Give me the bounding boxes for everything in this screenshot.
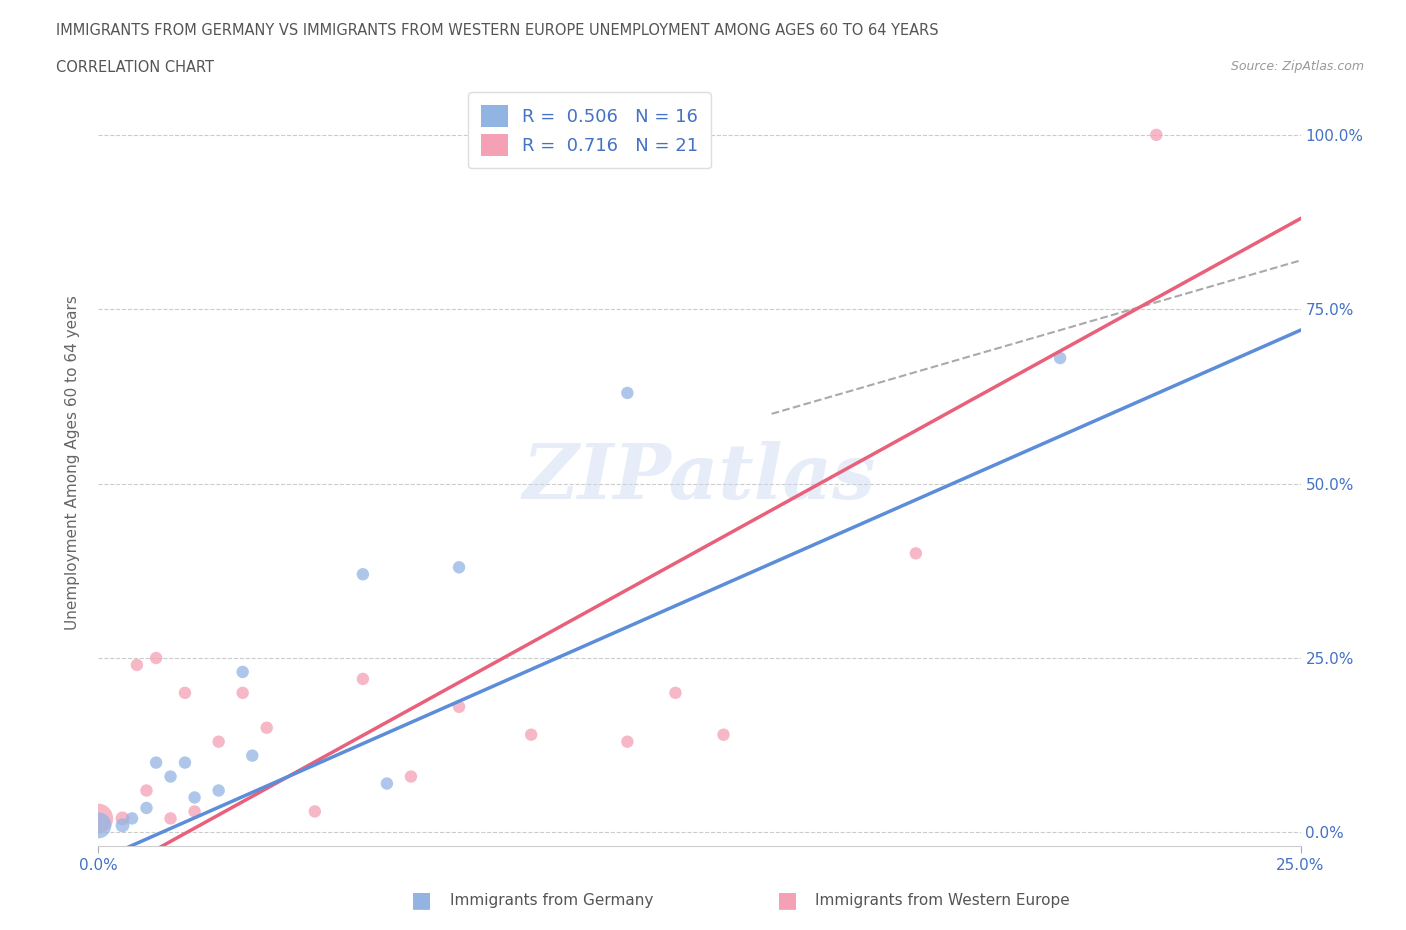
Point bbox=[208, 735, 231, 750]
Point bbox=[616, 735, 638, 750]
Point bbox=[111, 818, 134, 833]
Point bbox=[125, 658, 148, 672]
Text: ■: ■ bbox=[778, 890, 797, 910]
Point bbox=[616, 386, 638, 401]
Point bbox=[256, 721, 278, 736]
Text: Source: ZipAtlas.com: Source: ZipAtlas.com bbox=[1230, 60, 1364, 73]
Point bbox=[145, 755, 167, 770]
Point bbox=[208, 783, 231, 798]
Point bbox=[399, 769, 422, 784]
Point bbox=[1049, 351, 1071, 365]
Point bbox=[87, 818, 110, 833]
Legend: R =  0.506   N = 16, R =  0.716   N = 21: R = 0.506 N = 16, R = 0.716 N = 21 bbox=[468, 92, 711, 168]
Point bbox=[135, 783, 157, 798]
Point bbox=[183, 790, 205, 805]
Text: ■: ■ bbox=[412, 890, 432, 910]
Point bbox=[145, 651, 167, 666]
Point bbox=[174, 755, 197, 770]
Point bbox=[111, 811, 134, 826]
Point bbox=[664, 685, 686, 700]
Point bbox=[520, 727, 543, 742]
Point bbox=[447, 560, 470, 575]
Point bbox=[713, 727, 735, 742]
Point bbox=[240, 748, 263, 763]
Point bbox=[135, 801, 157, 816]
Point bbox=[174, 685, 197, 700]
Point bbox=[183, 804, 205, 819]
Text: ZIPatlas: ZIPatlas bbox=[523, 441, 876, 515]
Text: IMMIGRANTS FROM GERMANY VS IMMIGRANTS FROM WESTERN EUROPE UNEMPLOYMENT AMONG AGE: IMMIGRANTS FROM GERMANY VS IMMIGRANTS FR… bbox=[56, 23, 939, 38]
Point bbox=[232, 665, 254, 680]
Y-axis label: Unemployment Among Ages 60 to 64 years: Unemployment Among Ages 60 to 64 years bbox=[65, 295, 80, 631]
Point bbox=[232, 685, 254, 700]
Text: Immigrants from Western Europe: Immigrants from Western Europe bbox=[815, 893, 1070, 908]
Point bbox=[121, 811, 143, 826]
Point bbox=[352, 671, 374, 686]
Text: CORRELATION CHART: CORRELATION CHART bbox=[56, 60, 214, 75]
Point bbox=[352, 567, 374, 582]
Point bbox=[304, 804, 326, 819]
Point bbox=[904, 546, 927, 561]
Point bbox=[87, 811, 110, 826]
Text: Immigrants from Germany: Immigrants from Germany bbox=[450, 893, 654, 908]
Point bbox=[375, 776, 398, 790]
Point bbox=[1144, 127, 1167, 142]
Point bbox=[447, 699, 470, 714]
Point bbox=[159, 769, 181, 784]
Point bbox=[159, 811, 181, 826]
